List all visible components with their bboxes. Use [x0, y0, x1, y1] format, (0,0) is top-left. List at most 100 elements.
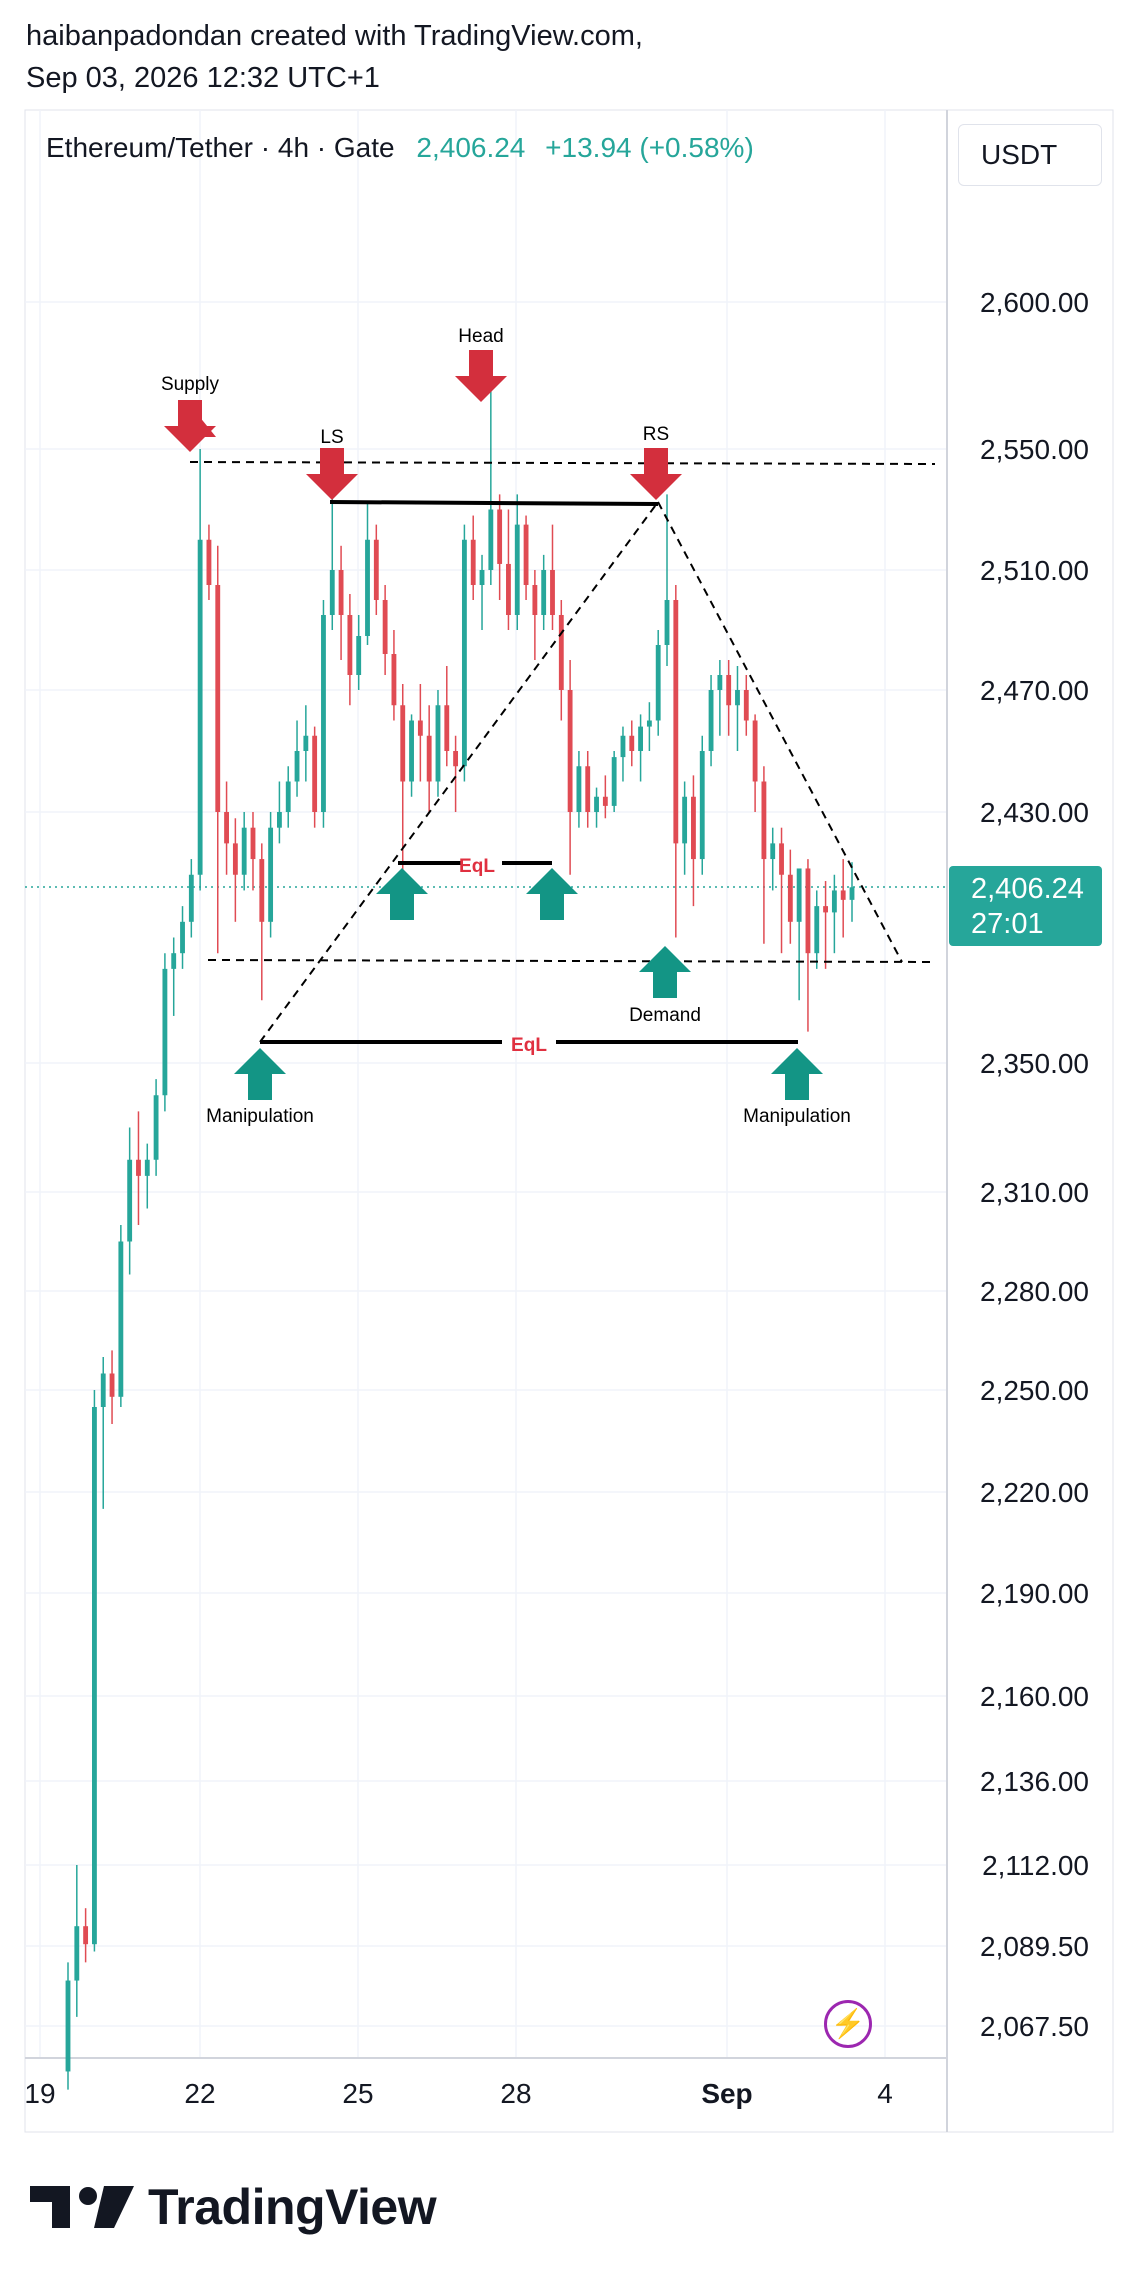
candle-body [162, 968, 168, 1096]
sell-label-rs: RS [643, 424, 669, 445]
candle-body [276, 812, 282, 828]
candle-body [453, 751, 459, 767]
price-tick-label: 2,160.00 [980, 1681, 1089, 1712]
candle-body [180, 921, 185, 954]
candle-body [523, 524, 529, 585]
price-tick-label: 2,112.00 [982, 1850, 1089, 1881]
candle-body [550, 570, 555, 615]
candle-body [294, 751, 300, 782]
price-tick-label: 2,067.50 [980, 2011, 1089, 2042]
candle-body [682, 796, 688, 844]
candle-body [224, 812, 229, 844]
candles-layer [65, 390, 855, 2090]
candle-body [629, 735, 635, 751]
candle-body [823, 906, 828, 913]
candle-body [206, 539, 212, 585]
time-tick-label: 4 [877, 2078, 893, 2109]
candle-body [303, 735, 309, 751]
candle-body [188, 874, 194, 922]
symbol-name[interactable]: Ethereum/Tether · 4h · Gate [46, 132, 395, 163]
rising-trendline [259, 501, 659, 1043]
symbol-legend: Ethereum/Tether · 4h · Gate 2,406.24 +13… [46, 132, 754, 164]
candle-body [655, 645, 661, 721]
candle-body [594, 796, 599, 812]
candle-body [514, 524, 520, 615]
candle-body [479, 570, 485, 585]
last-price-tag: 2,406.24 27:01 [949, 866, 1102, 946]
candle-body [761, 781, 767, 860]
candle-body [576, 766, 582, 812]
candle-body [541, 570, 547, 615]
lightning-icon[interactable]: ⚡ [824, 2000, 872, 2048]
candle-body [805, 868, 811, 954]
sell-label-ls: LS [320, 427, 343, 448]
candle-body [444, 705, 450, 751]
candle-body [488, 509, 494, 570]
candle-body [611, 757, 617, 806]
candle-body [144, 1159, 150, 1176]
candle-body [691, 796, 696, 860]
candle-body [840, 890, 846, 900]
price-tick-label: 2,470.00 [980, 675, 1089, 706]
eql-left-buy-arrow-icon [376, 868, 428, 920]
candle-body [779, 843, 784, 875]
candle-body [312, 735, 318, 812]
buy-label-manipulation-right: Manipulation [743, 1106, 851, 1127]
candle-body [426, 735, 432, 782]
candle-body [752, 720, 758, 782]
candle-body [136, 1159, 141, 1176]
candle-body [409, 720, 414, 782]
candle-body [796, 868, 802, 922]
candle-body [74, 1926, 80, 1981]
candle-body [717, 675, 723, 690]
candle-body [356, 636, 362, 675]
chart-frame [24, 109, 1114, 2133]
legend-price: 2,406.24 [416, 132, 526, 163]
price-tick-label: 2,600.00 [980, 287, 1089, 318]
candle-body [215, 585, 221, 812]
candle-body [250, 827, 256, 860]
candle-body [127, 1159, 133, 1242]
candle-body [92, 1407, 97, 1945]
time-tick-label: 19 [24, 2078, 55, 2109]
candle-body [673, 600, 679, 844]
candle-body [365, 539, 370, 636]
candle-body [567, 690, 573, 812]
sell-label-supply: Supply [161, 374, 220, 395]
candle-body [259, 859, 265, 922]
candle-body [400, 705, 406, 782]
candle-body [153, 1095, 159, 1160]
supply-dashed-line [189, 461, 936, 465]
candle-body [241, 827, 247, 875]
candle-body [347, 615, 353, 675]
candle-body [391, 654, 397, 706]
price-tick-label: 2,310.00 [980, 1177, 1089, 1208]
manipulation-right-arrow-icon [771, 1048, 823, 1100]
candle-body [770, 843, 776, 860]
candle-body [708, 690, 714, 751]
manipulation-left-arrow-icon [234, 1048, 286, 1100]
eql-right-buy-arrow-icon [526, 868, 578, 920]
time-tick-label: Sep [701, 2078, 752, 2109]
supply-arrow-icon [164, 400, 216, 452]
price-tick-label: 2,550.00 [980, 434, 1089, 465]
candle-body [470, 539, 476, 585]
price-tick-label: 2,430.00 [980, 797, 1089, 828]
candle-body [638, 726, 644, 751]
candle-body [109, 1373, 115, 1397]
candle-body [814, 906, 820, 954]
price-tick-label: 2,190.00 [980, 1578, 1089, 1609]
demand-arrow-icon [639, 946, 691, 998]
brand-name: TradingView [148, 2179, 437, 2235]
candle-body [321, 615, 326, 812]
candle-body [506, 563, 511, 615]
candle-body [532, 585, 538, 615]
legend-change: +13.94 (+0.58%) [545, 132, 754, 163]
neckline-solid [329, 500, 659, 506]
price-tick-label: 2,220.00 [980, 1477, 1089, 1508]
pattern-drawings [189, 461, 936, 1044]
candle-body [232, 843, 238, 875]
price-tick-label: 2,350.00 [980, 1048, 1089, 1079]
currency-button[interactable]: USDT [958, 124, 1102, 186]
